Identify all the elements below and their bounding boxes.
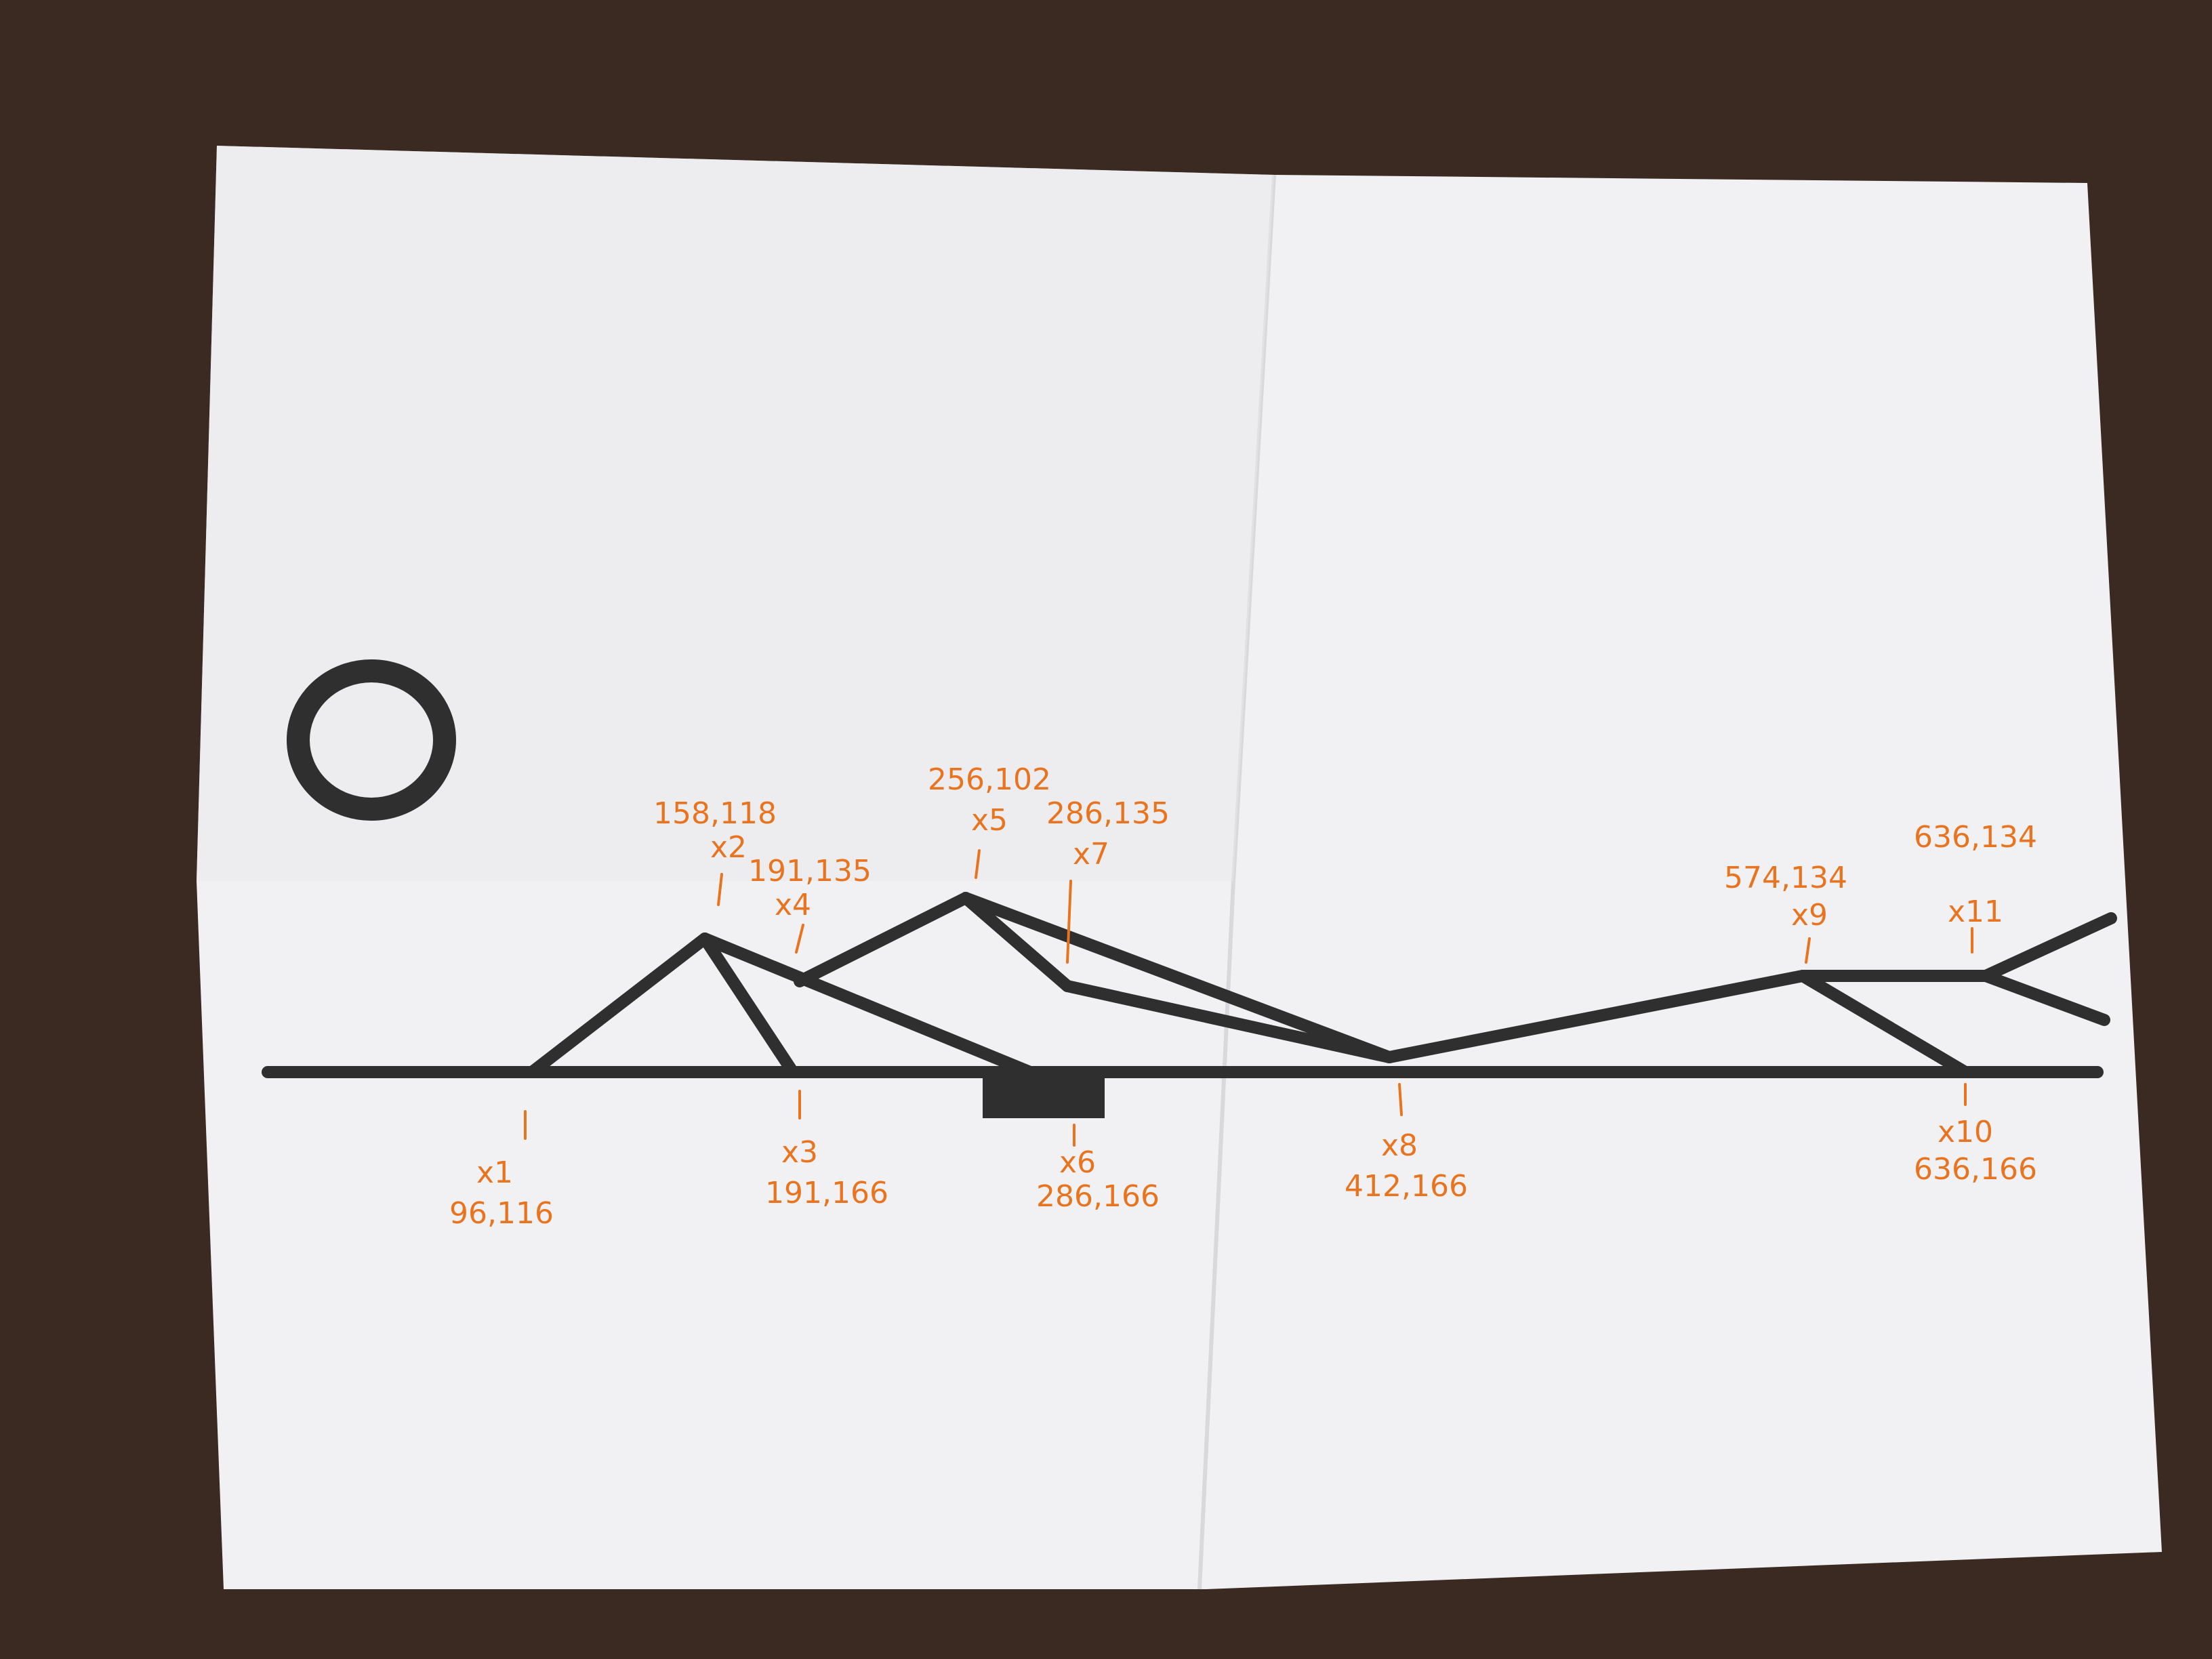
svg-text:x4: x4 — [775, 888, 811, 922]
annotation-x4: 191,135 x4 — [748, 854, 872, 954]
svg-text:191,135: 191,135 — [748, 854, 872, 888]
svg-text:286,135: 286,135 — [1046, 796, 1170, 831]
terrain-lines — [526, 892, 2117, 1078]
annotations: x1 96,116 158,118 x2 x3 191,166 191,135 … — [449, 762, 2037, 1231]
svg-text:x9: x9 — [1791, 898, 1828, 933]
annotation-x7: 286,135 x7 — [1046, 796, 1170, 964]
svg-text:636,166: 636,166 — [1914, 1152, 2037, 1187]
paper-sheet — [197, 146, 2162, 1590]
annotation-x8: x8 412,166 — [1345, 1083, 1468, 1204]
annotation-x9: 574,134 x9 — [1724, 861, 1847, 964]
annotation-x1: x1 96,116 — [449, 1110, 554, 1231]
svg-text:x5: x5 — [971, 803, 1008, 838]
svg-text:x6: x6 — [1059, 1145, 1096, 1180]
svg-text:x11: x11 — [1948, 895, 2003, 929]
svg-text:158,118: 158,118 — [653, 796, 777, 831]
annotation-x2: 158,118 x2 — [653, 796, 777, 906]
svg-text:x8: x8 — [1381, 1128, 1418, 1163]
svg-text:96,116: 96,116 — [449, 1196, 554, 1231]
svg-text:574,134: 574,134 — [1724, 861, 1847, 895]
svg-text:256,102: 256,102 — [928, 762, 1051, 797]
annotation-x10: x10 636,166 — [1914, 1083, 2037, 1187]
printed-drawing — [262, 659, 2117, 1118]
svg-text:x10: x10 — [1938, 1115, 1993, 1149]
svg-text:636,134: 636,134 — [1914, 820, 2037, 855]
ground-block — [983, 1072, 1105, 1118]
annotation-x11: 636,134 x11 — [1914, 820, 2037, 954]
svg-text:x1: x1 — [476, 1155, 513, 1190]
moon-icon — [287, 659, 456, 821]
svg-text:286,166: 286,166 — [1036, 1179, 1160, 1214]
svg-text:x2: x2 — [710, 830, 747, 865]
svg-text:x7: x7 — [1073, 837, 1109, 872]
svg-text:x3: x3 — [781, 1135, 818, 1170]
svg-text:412,166: 412,166 — [1345, 1169, 1468, 1204]
annotation-x5: 256,102 x5 — [928, 762, 1051, 879]
annotation-x3: x3 191,166 — [765, 1090, 888, 1210]
annotation-x6: x6 286,166 — [1036, 1124, 1160, 1214]
svg-text:191,166: 191,166 — [765, 1176, 888, 1210]
